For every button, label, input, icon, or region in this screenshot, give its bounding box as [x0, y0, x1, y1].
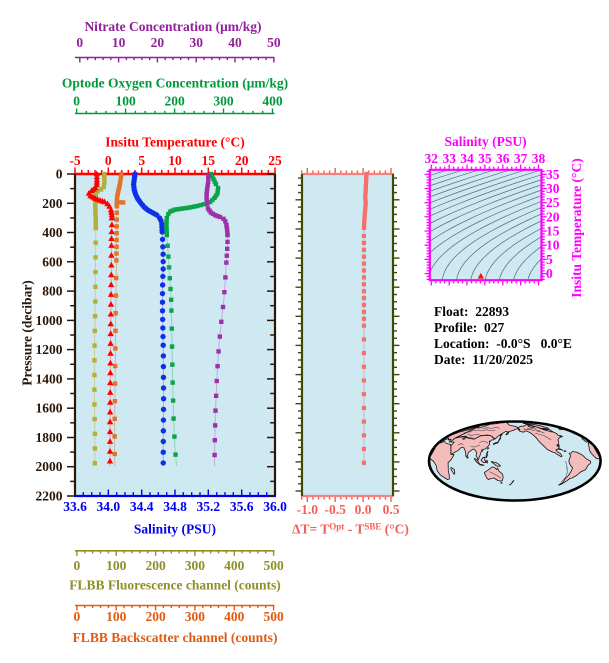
svg-text:0: 0	[56, 167, 63, 182]
svg-text:1000: 1000	[36, 313, 63, 328]
svg-text:300: 300	[185, 558, 206, 573]
svg-text:400: 400	[42, 225, 63, 240]
svg-text:5: 5	[138, 153, 145, 168]
svg-text:10: 10	[112, 35, 126, 50]
svg-text:Nitrate Concentration (μm/kg): Nitrate Concentration (μm/kg)	[84, 19, 261, 34]
svg-text:33: 33	[442, 151, 456, 166]
svg-text:600: 600	[42, 254, 63, 269]
svg-text:25: 25	[268, 153, 282, 168]
svg-text:15: 15	[202, 153, 216, 168]
svg-text:Pressure (decibar): Pressure (decibar)	[20, 280, 35, 386]
svg-text:400: 400	[262, 94, 283, 109]
svg-text:2200: 2200	[36, 489, 63, 504]
svg-text:5: 5	[546, 252, 553, 267]
svg-text:36.0: 36.0	[263, 499, 287, 514]
svg-text:36: 36	[496, 151, 510, 166]
svg-text:0: 0	[76, 35, 83, 50]
svg-text:100: 100	[106, 558, 127, 573]
svg-text:20: 20	[546, 209, 560, 224]
svg-text:200: 200	[164, 94, 185, 109]
svg-text:0: 0	[73, 94, 80, 109]
svg-text:Date: 11/20/2025: Date: 11/20/2025	[434, 352, 533, 367]
svg-text:0.0: 0.0	[355, 502, 372, 517]
svg-text:Float: 22893: Float: 22893	[434, 304, 509, 319]
svg-text:200: 200	[145, 558, 166, 573]
svg-text:FLBB Fluorescence channel (cou: FLBB Fluorescence channel (counts)	[69, 578, 281, 593]
svg-text:10: 10	[168, 153, 182, 168]
svg-text:33.6: 33.6	[63, 499, 87, 514]
svg-text:35: 35	[478, 151, 492, 166]
svg-text:-1.0: -1.0	[297, 502, 319, 517]
svg-text:10: 10	[546, 238, 560, 253]
svg-text:300: 300	[213, 94, 234, 109]
svg-text:200: 200	[145, 609, 166, 624]
svg-text:34.0: 34.0	[96, 499, 120, 514]
svg-text:1800: 1800	[36, 430, 63, 445]
svg-text:FLBB Backscatter channel (coun: FLBB Backscatter channel (counts)	[73, 630, 278, 645]
svg-text:25: 25	[546, 195, 560, 210]
svg-text:400: 400	[224, 609, 245, 624]
svg-text:-0.5: -0.5	[325, 502, 347, 517]
svg-text:1600: 1600	[36, 401, 63, 416]
svg-text:0: 0	[105, 153, 112, 168]
svg-text:38: 38	[532, 151, 546, 166]
svg-text:200: 200	[42, 196, 63, 211]
svg-text:20: 20	[235, 153, 249, 168]
svg-text:40: 40	[228, 35, 242, 50]
svg-text:800: 800	[42, 284, 63, 299]
svg-text:37: 37	[514, 151, 528, 166]
svg-text:Salinity (PSU): Salinity (PSU)	[445, 134, 527, 149]
svg-text:0.5: 0.5	[383, 502, 400, 517]
svg-text:2000: 2000	[36, 459, 63, 474]
svg-text:1200: 1200	[36, 342, 63, 357]
svg-text:0: 0	[74, 609, 81, 624]
svg-text:500: 500	[263, 609, 284, 624]
svg-text:35.6: 35.6	[230, 499, 254, 514]
svg-text:Profile: 027: Profile: 027	[434, 320, 504, 335]
svg-text:100: 100	[106, 609, 127, 624]
svg-text:-5: -5	[69, 153, 80, 168]
svg-text:35.2: 35.2	[196, 499, 220, 514]
svg-text:ΔT= TOpt - TSBE (°C): ΔT= TOpt - TSBE (°C)	[292, 522, 409, 537]
svg-text:0: 0	[74, 558, 81, 573]
svg-text:1400: 1400	[36, 371, 63, 386]
svg-text:500: 500	[263, 558, 284, 573]
svg-text:300: 300	[185, 609, 206, 624]
svg-text:0: 0	[546, 266, 553, 281]
svg-text:100: 100	[115, 94, 136, 109]
svg-text:15: 15	[546, 224, 560, 239]
svg-text:35: 35	[546, 167, 560, 182]
svg-text:30: 30	[189, 35, 203, 50]
svg-text:34: 34	[460, 151, 474, 166]
svg-text:30: 30	[546, 181, 560, 196]
svg-text:Location: -0.0°S 0.0°E: Location: -0.0°S 0.0°E	[434, 336, 572, 351]
svg-text:34.8: 34.8	[163, 499, 187, 514]
svg-text:400: 400	[224, 558, 245, 573]
svg-text:Insitu Temperature (°C): Insitu Temperature (°C)	[105, 135, 244, 150]
svg-text:Optode Oxygen Concentration (μ: Optode Oxygen Concentration (μm/kg)	[62, 76, 288, 91]
svg-text:Insitu Temperature (°C): Insitu Temperature (°C)	[569, 158, 584, 297]
svg-text:50: 50	[267, 35, 281, 50]
svg-text:32: 32	[425, 151, 439, 166]
svg-text:34.4: 34.4	[130, 499, 154, 514]
svg-text:Salinity (PSU): Salinity (PSU)	[134, 522, 216, 537]
svg-text:20: 20	[151, 35, 165, 50]
